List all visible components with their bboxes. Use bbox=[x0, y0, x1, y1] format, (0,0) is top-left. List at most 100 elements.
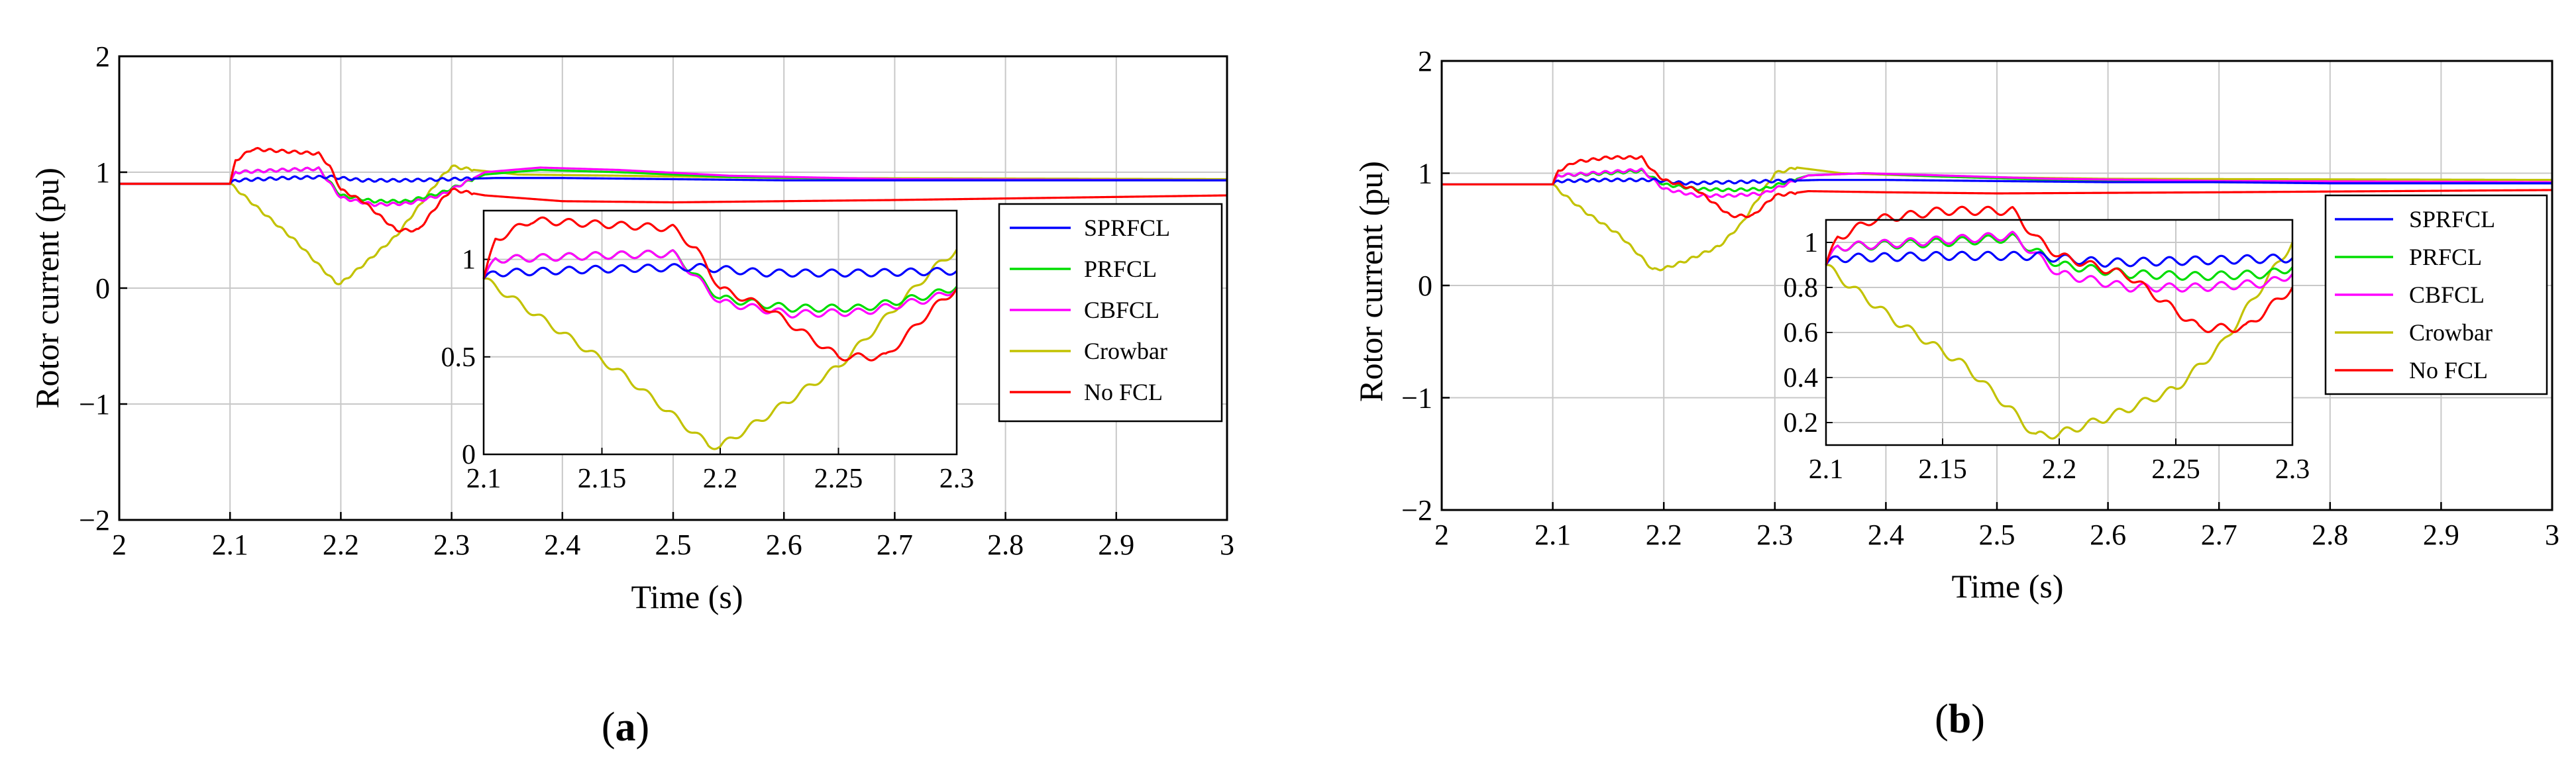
x-tick-label: 2.6 bbox=[766, 529, 802, 561]
inset-x-tick-label: 2.1 bbox=[466, 464, 502, 494]
x-tick-label: 2.7 bbox=[877, 529, 913, 561]
inset-plot-b bbox=[1825, 205, 2294, 440]
x-tick-label: 2.4 bbox=[544, 529, 580, 561]
legend-label-prfcl: PRFCL bbox=[2409, 244, 2482, 270]
caption-b: (b) bbox=[1935, 697, 1985, 742]
series-line-no-fcl-b bbox=[1442, 155, 2553, 219]
inset-x-tick-label: 2.1 bbox=[1809, 454, 1844, 485]
inset-series-line-sprfcl-b bbox=[1825, 250, 2294, 268]
inset-series-line-no-fcl-b bbox=[1825, 205, 2294, 333]
y-tick-label: 2 bbox=[95, 40, 110, 73]
inset-b: 2.1 2.15 2.2 2.25 2.3 0.2 0.4 0.6 0.8 1 bbox=[1784, 205, 2310, 485]
legend-label-prfcl: PRFCL bbox=[1084, 256, 1157, 282]
inset-y-tick-label: 1 bbox=[462, 245, 476, 276]
inset-y-tick-label: 1 bbox=[1804, 228, 1818, 258]
x-tick-label: 2.3 bbox=[1756, 519, 1793, 551]
main-plot-a bbox=[119, 146, 1228, 285]
legend-label-cbfcl: CBFCL bbox=[1084, 297, 1159, 323]
y-tick-label: −1 bbox=[1401, 382, 1432, 415]
inset-y-ticks-a: 00.51 bbox=[441, 245, 490, 470]
y-axis-label-b: Rotor current (pu) bbox=[1352, 161, 1389, 402]
x-tick-label: 3 bbox=[2545, 519, 2559, 551]
y-tick-label: −2 bbox=[79, 504, 110, 536]
x-tick-label: 2.3 bbox=[433, 529, 470, 561]
inset-x-tick-label: 2.2 bbox=[703, 464, 738, 494]
y-tick-label: 0 bbox=[1418, 270, 1432, 302]
legend-label-cbfcl: CBFCL bbox=[2409, 281, 2485, 308]
series-line-sprfcl-a bbox=[119, 174, 1227, 185]
y-axis-label-a: Rotor current (pu) bbox=[28, 168, 66, 409]
y-tick-label: 1 bbox=[95, 156, 110, 189]
inset-x-tick-label: 2.15 bbox=[578, 464, 627, 494]
inset-series-line-cbfcl-a bbox=[482, 249, 958, 319]
legend-label-crowbar: Crowbar bbox=[2409, 319, 2493, 346]
x-tick-label: 3 bbox=[1220, 529, 1234, 561]
x-ticks-a: 2 2.1 2.2 2.3 2.4 2.5 2.6 2.7 2.8 2.9 3 bbox=[112, 512, 1234, 561]
x-tick-label: 2.8 bbox=[987, 529, 1024, 561]
legend-label-crowbar: Crowbar bbox=[1084, 338, 1167, 364]
x-tick-label: 2.6 bbox=[2090, 519, 2126, 551]
x-axis-label-b: Time (s) bbox=[1951, 568, 2063, 605]
inset-series-line-sprfcl-a bbox=[482, 262, 958, 280]
inset-y-tick-label: 0.5 bbox=[441, 342, 476, 373]
inset-x-tick-label: 2.25 bbox=[2151, 454, 2200, 485]
y-tick-label: 0 bbox=[95, 272, 110, 305]
main-plot-b bbox=[1442, 155, 2553, 272]
panel-a: 2 2.1 2.2 2.3 2.4 2.5 2.6 2.7 2.8 2.9 3 −2 −1 0 1 2 Ti… bbox=[28, 40, 1234, 750]
inset-plot-a bbox=[482, 216, 958, 450]
inset-series-line-no-fcl-a bbox=[482, 216, 958, 362]
series-line-cbfcl-b bbox=[1442, 167, 2553, 199]
legend-label-no-fcl: No FCL bbox=[2409, 357, 2488, 383]
y-ticks-b: −2 −1 0 1 2 bbox=[1401, 45, 1450, 527]
caption-a: (a) bbox=[602, 705, 649, 750]
x-tick-label: 2.2 bbox=[323, 529, 359, 561]
legend-label-no-fcl: No FCL bbox=[1084, 379, 1163, 405]
y-tick-label: −1 bbox=[79, 388, 110, 421]
inset-series-line-crowbar-b bbox=[1825, 242, 2294, 440]
x-axis-label-a: Time (s) bbox=[631, 578, 743, 615]
x-tick-label: 2.1 bbox=[1534, 519, 1571, 551]
inset-a: 2.1 2.15 2.2 2.25 2.3 00.51 bbox=[441, 209, 975, 494]
x-tick-label: 2.7 bbox=[2201, 519, 2237, 551]
legend-b: SPRFCL PRFCL CBFCL Crowbar No FCL bbox=[2324, 194, 2548, 395]
inset-y-tick-label: 0.8 bbox=[1784, 273, 1819, 303]
inset-y-tick-label: 0 bbox=[462, 440, 476, 470]
y-tick-label: 2 bbox=[1418, 45, 1432, 77]
inset-x-tick-label: 2.3 bbox=[2275, 454, 2310, 485]
x-tick-label: 2.5 bbox=[1979, 519, 2015, 551]
y-tick-label: 1 bbox=[1418, 158, 1432, 190]
legend-label-sprfcl: SPRFCL bbox=[2409, 206, 2495, 232]
x-tick-label: 2.2 bbox=[1646, 519, 1682, 551]
y-ticks-a: −2 −1 0 1 2 bbox=[79, 40, 127, 536]
legend-label-sprfcl: SPRFCL bbox=[1084, 215, 1170, 241]
inset-x-ticks-b: 2.1 2.15 2.2 2.25 2.3 bbox=[1809, 438, 2310, 485]
inset-y-tick-label: 0.6 bbox=[1784, 318, 1819, 348]
x-tick-label: 2.9 bbox=[1098, 529, 1134, 561]
inset-series-line-cbfcl-b bbox=[1825, 230, 2294, 293]
x-tick-label: 2 bbox=[1434, 519, 1449, 551]
legend-a: SPRFCL PRFCL CBFCL Crowbar No FCL bbox=[998, 203, 1223, 423]
axes-frame-b bbox=[1440, 60, 2553, 511]
inset-series-line-crowbar-a bbox=[483, 249, 958, 450]
x-tick-label: 2.8 bbox=[2312, 519, 2348, 551]
inset-x-tick-label: 2.15 bbox=[1918, 454, 1967, 485]
inset-y-ticks-b: 0.2 0.4 0.6 0.8 1 bbox=[1784, 228, 1833, 438]
inset-frame-a bbox=[482, 209, 958, 456]
axes-frame-a bbox=[118, 55, 1228, 521]
inset-x-tick-label: 2.3 bbox=[939, 464, 975, 494]
x-tick-label: 2.1 bbox=[212, 529, 248, 561]
inset-x-tick-label: 2.2 bbox=[2042, 454, 2077, 485]
series-line-sprfcl-b bbox=[1442, 178, 2552, 186]
panel-b: 2 2.1 2.2 2.3 2.4 2.5 2.6 2.7 2.8 2.9 3 −2 −1 0 1 2 Ti… bbox=[1352, 45, 2559, 742]
x-tick-label: 2.9 bbox=[2423, 519, 2459, 551]
x-tick-label: 2 bbox=[112, 529, 127, 561]
inset-x-ticks-a: 2.1 2.15 2.2 2.25 2.3 bbox=[466, 448, 975, 494]
y-tick-label: −2 bbox=[1401, 494, 1432, 527]
inset-y-tick-label: 0.4 bbox=[1784, 363, 1819, 393]
x-tick-label: 2.5 bbox=[655, 529, 692, 561]
x-tick-label: 2.4 bbox=[1868, 519, 1904, 551]
series-line-no-fcl-a bbox=[119, 146, 1228, 233]
inset-y-tick-label: 0.2 bbox=[1784, 408, 1819, 438]
inset-frame-b bbox=[1825, 219, 2294, 446]
